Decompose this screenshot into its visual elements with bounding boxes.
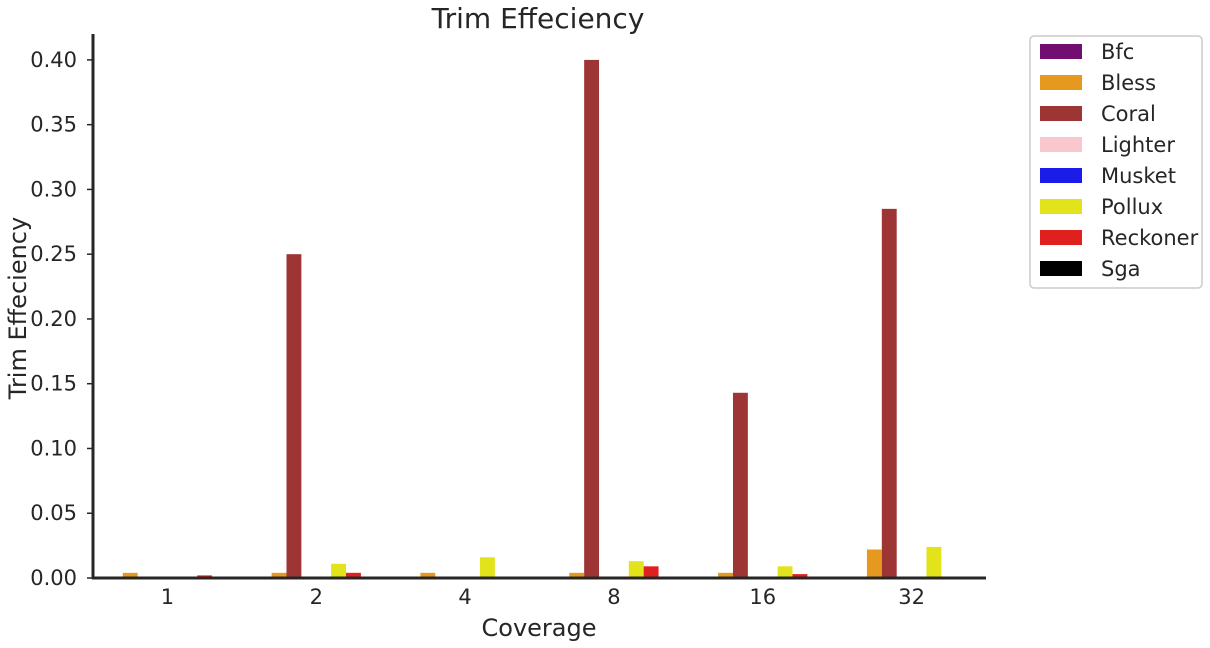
legend-swatch-pollux xyxy=(1040,199,1082,214)
bar-coral-16 xyxy=(732,392,748,578)
x-tick-label: 32 xyxy=(898,585,925,609)
bar-pollux-4 xyxy=(479,557,495,578)
bar-coral-8 xyxy=(584,59,600,578)
bars-group xyxy=(122,59,942,579)
legend-label-bless: Bless xyxy=(1101,71,1156,95)
legend-label-reckoner: Reckoner xyxy=(1101,226,1199,250)
bar-pollux-32 xyxy=(926,546,942,578)
legend-label-pollux: Pollux xyxy=(1101,195,1163,219)
legend: Bfc Bless Coral Lighter Musket Pollux Reckoner… xyxy=(1029,35,1203,289)
bar-bless-4 xyxy=(420,572,436,578)
chart-title: Trim Effeciency xyxy=(431,2,645,35)
bar-bless-2 xyxy=(271,572,287,578)
y-tick-label: 0.20 xyxy=(30,307,77,331)
bar-reckoner-2 xyxy=(346,572,361,578)
y-tick-label: 0.00 xyxy=(30,566,77,590)
y-tick-label: 0.15 xyxy=(30,372,77,396)
x-tick-label: 16 xyxy=(749,585,776,609)
legend-swatch-bfc xyxy=(1040,44,1082,59)
bar-coral-2 xyxy=(286,254,302,578)
bar-coral-32 xyxy=(881,208,897,579)
legend-swatch-reckoner xyxy=(1040,230,1082,245)
legend-label-lighter: Lighter xyxy=(1101,133,1175,157)
y-tick-label: 0.30 xyxy=(30,177,77,201)
legend-swatch-musket xyxy=(1040,168,1082,183)
bar-bless-16 xyxy=(718,572,733,578)
x-tick-label: 8 xyxy=(607,585,620,609)
x-tick-label: 4 xyxy=(458,585,471,609)
legend-label-musket: Musket xyxy=(1101,164,1176,188)
x-axis-ticks: 1 2 4 8 16 32 xyxy=(161,585,925,609)
legend-label-bfc: Bfc xyxy=(1101,40,1134,64)
y-axis-ticks: 0.00 0.05 0.10 0.15 0.20 0.25 0.30 0.35 0.40 xyxy=(30,48,93,590)
legend-swatch-sga xyxy=(1040,261,1082,276)
bar-pollux-2 xyxy=(331,563,347,578)
y-tick-label: 0.40 xyxy=(30,48,77,72)
y-tick-label: 0.25 xyxy=(30,242,77,266)
y-tick-label: 0.10 xyxy=(30,436,77,460)
bar-bless-1 xyxy=(122,572,138,578)
bar-bless-8 xyxy=(569,572,585,578)
legend-label-sga: Sga xyxy=(1101,257,1141,281)
bar-pollux-8 xyxy=(628,561,644,578)
y-tick-label: 0.05 xyxy=(30,501,77,525)
y-axis-title: Trim Effeciency xyxy=(4,217,32,400)
x-tick-label: 1 xyxy=(161,585,174,609)
y-tick-label: 0.35 xyxy=(30,113,77,137)
bar-reckoner-16 xyxy=(792,574,808,578)
legend-label-coral: Coral xyxy=(1101,102,1156,126)
bar-bless-32 xyxy=(866,549,882,578)
legend-frame xyxy=(1029,35,1203,289)
bar-reckoner-8 xyxy=(643,566,659,578)
legend-swatch-lighter xyxy=(1040,137,1082,152)
legend-swatch-coral xyxy=(1040,106,1082,121)
x-tick-label: 2 xyxy=(310,585,323,609)
legend-swatch-bless xyxy=(1040,75,1082,90)
bar-pollux-16 xyxy=(777,566,793,578)
x-axis-title: Coverage xyxy=(482,614,597,642)
